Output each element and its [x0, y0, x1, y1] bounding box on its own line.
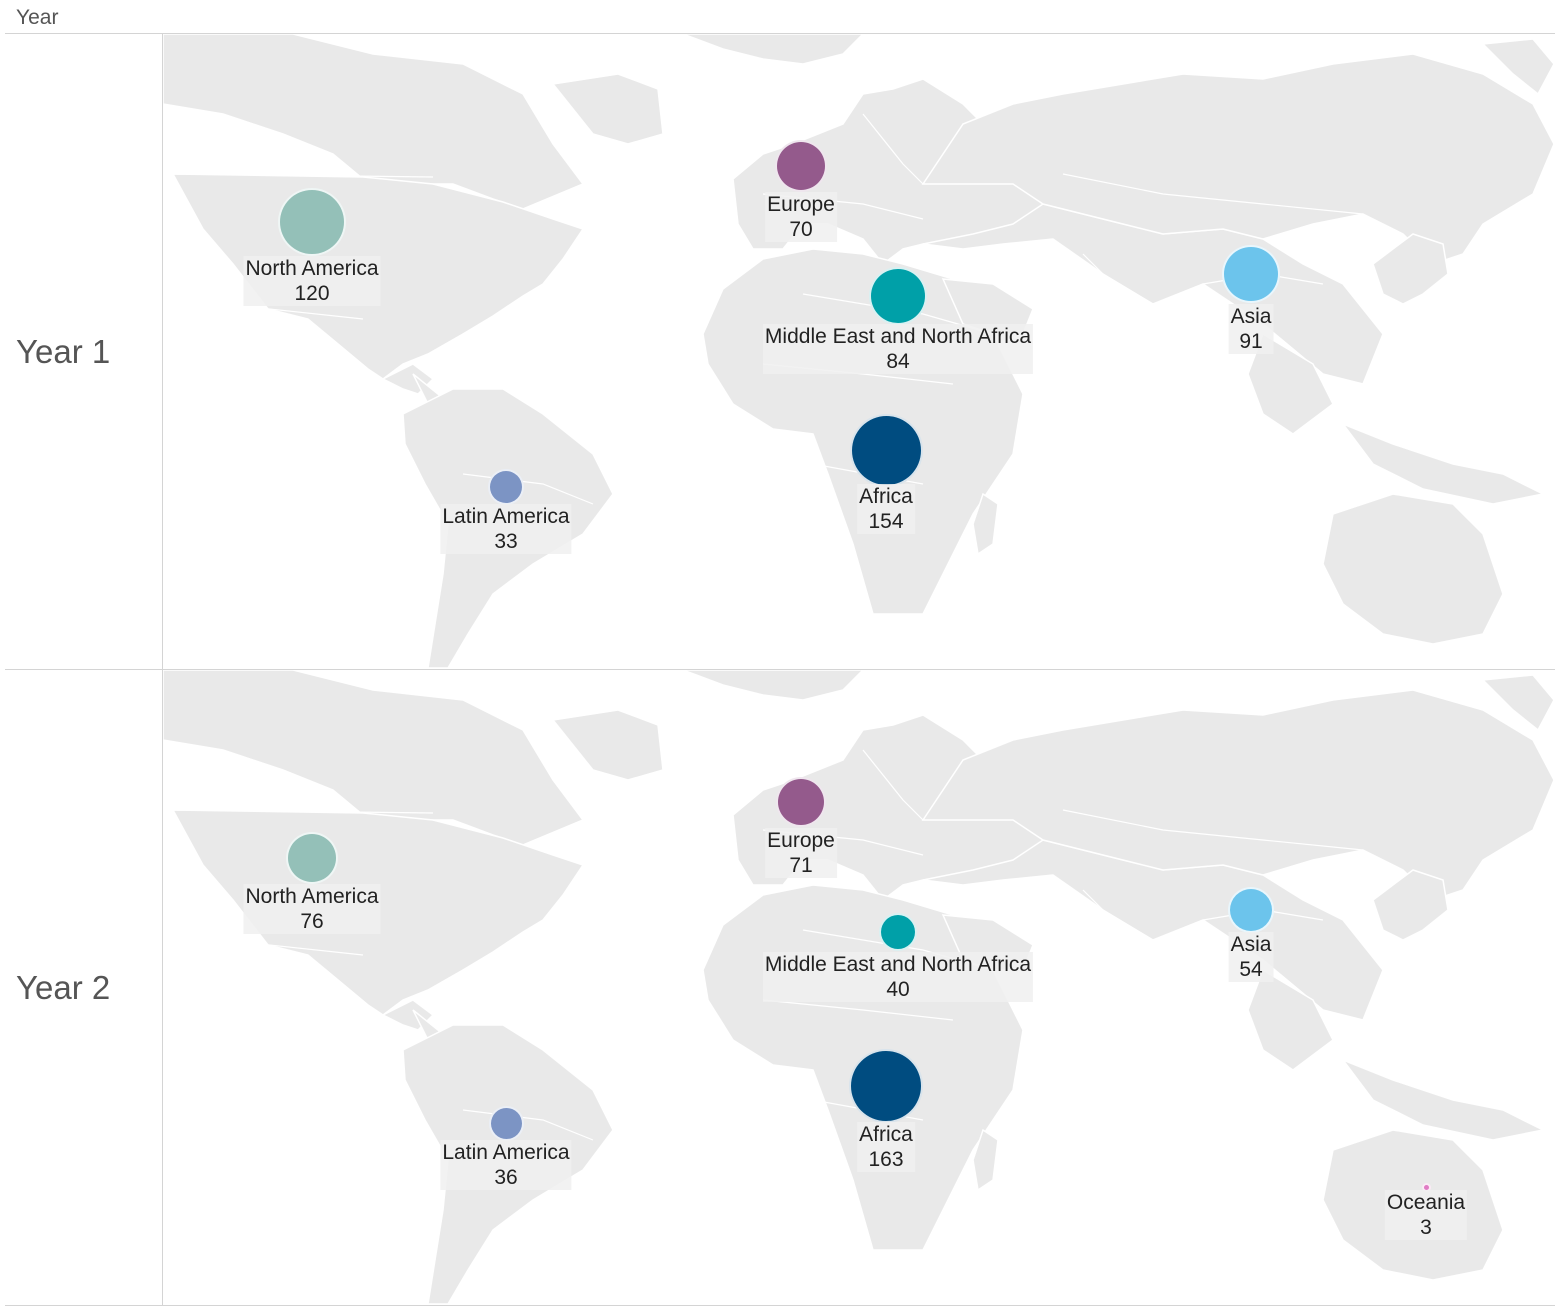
label-asia: Asia 54 — [1228, 932, 1274, 982]
land-shape — [1247, 968, 1334, 1071]
region-value: 71 — [789, 854, 813, 877]
label-africa: Africa 163 — [857, 1122, 915, 1172]
land-shape — [1481, 674, 1554, 732]
label-middle-east-and-north-africa: Middle East and North Africa 84 — [762, 324, 1034, 374]
land-shape — [551, 709, 664, 781]
region-name: Asia — [1230, 305, 1272, 328]
land-shape — [1481, 38, 1554, 96]
label-europe: Europe 70 — [765, 192, 837, 242]
land-shape — [1247, 332, 1334, 435]
row-label-year-1: Year 1 — [16, 333, 111, 370]
map-panel-year-1[interactable]: North America 120 Europe 70 Middle East and … — [163, 34, 1554, 668]
label-north-america: North America 76 — [243, 884, 381, 934]
region-value: 163 — [868, 1148, 904, 1171]
label-north-america: North America 120 — [243, 256, 381, 306]
region-name: North America — [245, 257, 379, 280]
land-shape — [1340, 1058, 1546, 1141]
country-border — [172, 173, 434, 178]
bubble-asia[interactable] — [1222, 245, 1280, 303]
bubble-africa[interactable] — [849, 413, 923, 487]
bubble-africa[interactable] — [849, 1049, 923, 1123]
region-value: 36 — [494, 1166, 518, 1189]
country-border — [1062, 809, 1364, 851]
region-value: 70 — [789, 218, 813, 241]
label-middle-east-and-north-africa: Middle East and North Africa 40 — [762, 952, 1034, 1002]
region-name: Asia — [1230, 933, 1272, 956]
region-value: 76 — [300, 910, 324, 933]
label-europe: Europe 71 — [765, 828, 837, 878]
region-value: 84 — [886, 350, 910, 373]
region-name: North America — [245, 885, 379, 908]
country-border — [1062, 173, 1364, 215]
country-border — [172, 809, 434, 814]
country-border — [862, 113, 924, 185]
region-name: Middle East and North Africa — [764, 953, 1032, 976]
region-name: Latin America — [442, 1141, 570, 1164]
row-label-year-2: Year 2 — [16, 969, 111, 1006]
region-value: 54 — [1239, 958, 1263, 981]
region-name: Africa — [859, 485, 913, 508]
map-panel-year-2[interactable]: North America 76 Europe 71 Middle East and N… — [163, 670, 1554, 1304]
region-value: 40 — [886, 978, 910, 1001]
region-name: Oceania — [1386, 1191, 1466, 1214]
land-shape — [551, 73, 664, 145]
region-value: 91 — [1239, 330, 1263, 353]
country-border — [862, 749, 924, 821]
bubble-latin-america[interactable] — [488, 469, 524, 505]
land-shape — [921, 689, 1554, 901]
region-value: 3 — [1420, 1216, 1432, 1239]
bubble-asia[interactable] — [1228, 887, 1274, 933]
label-oceania: Oceania 3 — [1384, 1190, 1468, 1240]
country-border — [1082, 253, 1124, 295]
label-latin-america: Latin America 36 — [440, 1140, 572, 1190]
land-shape — [682, 670, 865, 701]
land-shape — [1322, 493, 1504, 645]
region-name: Africa — [859, 1123, 913, 1146]
region-value: 154 — [868, 510, 904, 533]
region-name: Middle East and North Africa — [764, 325, 1032, 348]
region-name: Europe — [767, 193, 835, 216]
country-border — [222, 939, 364, 956]
land-shape — [682, 34, 865, 65]
land-shape — [972, 1128, 999, 1192]
bubble-middle-east-and-north-africa[interactable] — [869, 267, 927, 325]
land-shape — [921, 53, 1554, 265]
region-name: Latin America — [442, 505, 570, 528]
bubble-middle-east-and-north-africa[interactable] — [879, 913, 917, 951]
bubble-north-america[interactable] — [286, 832, 338, 884]
divider-bottom — [5, 1305, 1555, 1306]
region-name: Europe — [767, 829, 835, 852]
land-shape — [972, 492, 999, 556]
country-border — [1082, 889, 1124, 931]
land-shape — [1372, 233, 1449, 305]
country-border — [762, 999, 954, 1021]
bubble-europe[interactable] — [776, 777, 826, 827]
label-africa: Africa 154 — [857, 484, 915, 534]
land-shape — [1372, 869, 1449, 941]
country-border — [462, 1109, 594, 1141]
land-shape — [1340, 422, 1546, 505]
bubble-latin-america[interactable] — [488, 1105, 524, 1141]
region-value: 33 — [494, 530, 518, 553]
bubble-europe[interactable] — [775, 140, 827, 192]
label-asia: Asia 91 — [1228, 304, 1274, 354]
country-border — [222, 303, 364, 320]
header-year: Year — [16, 6, 59, 29]
region-value: 120 — [294, 282, 330, 305]
label-latin-america: Latin America 33 — [440, 504, 572, 554]
bubble-north-america[interactable] — [278, 188, 346, 256]
